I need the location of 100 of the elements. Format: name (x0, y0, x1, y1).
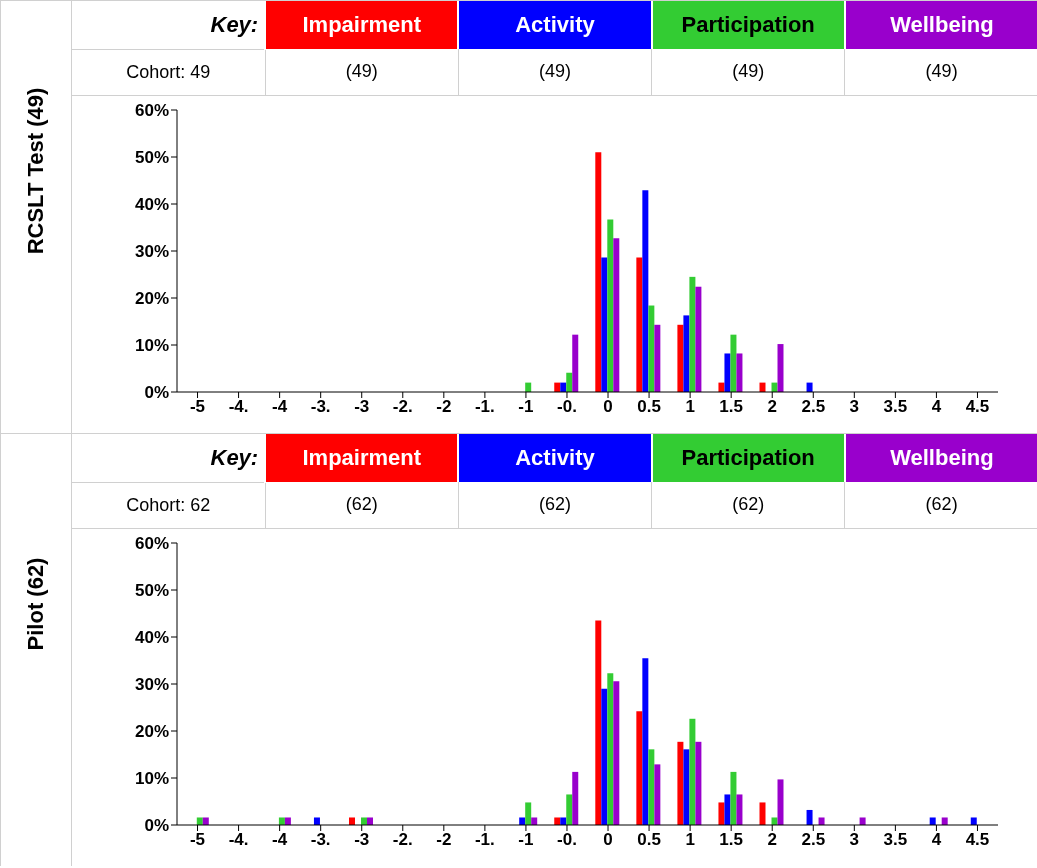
bar (595, 620, 602, 825)
text: (49) (844, 49, 1037, 95)
x-tick-label: 1 (685, 829, 695, 849)
x-tick-label: 3.5 (883, 396, 908, 416)
y-tick-label: 0% (144, 382, 169, 402)
text: (49) (651, 49, 845, 95)
bar (554, 816, 561, 825)
y-tick-label: 50% (134, 580, 169, 600)
bar (278, 816, 285, 825)
x-tick-label: -2 (436, 396, 452, 416)
bar (560, 816, 567, 825)
x-tick-label: -4 (272, 396, 288, 416)
x-tick-label: -0. (557, 396, 577, 416)
bar (695, 286, 702, 392)
bar (572, 771, 579, 825)
bar (607, 219, 614, 392)
y-tick-label: 30% (134, 241, 169, 261)
bar (525, 801, 532, 825)
bar (636, 710, 643, 825)
bar (601, 257, 608, 392)
y-tick-label: 30% (134, 674, 169, 694)
x-tick-label: 2.5 (801, 396, 826, 416)
x-tick-label: 4.5 (965, 396, 990, 416)
x-tick-label: 2 (767, 396, 777, 416)
bar (566, 793, 573, 825)
bar (595, 151, 602, 392)
y-tick-label: 40% (134, 627, 169, 647)
bar (572, 334, 579, 392)
x-tick-label: 4 (931, 396, 942, 416)
text: Cohort: 49 (72, 49, 266, 95)
bar (648, 305, 655, 392)
text: (49) (265, 49, 459, 95)
x-tick-label: 4.5 (965, 829, 990, 849)
bar (724, 352, 731, 392)
bar (689, 718, 696, 825)
x-tick-label: -4 (272, 829, 288, 849)
x-tick-label: -1 (518, 829, 534, 849)
bar (613, 680, 620, 825)
text: Impairment (265, 1, 459, 49)
bar (361, 816, 367, 825)
text: (62) (844, 482, 1037, 528)
x-tick-label: 1 (685, 396, 695, 416)
text: (62) (651, 482, 845, 528)
bar (654, 324, 661, 392)
text: Impairment (265, 434, 459, 482)
bar (601, 688, 608, 825)
x-tick-label: 0 (603, 829, 613, 849)
x-tick-label: 1.5 (719, 396, 743, 416)
bar (642, 657, 649, 825)
bar (642, 189, 649, 392)
y-tick-label: 60% (134, 100, 169, 120)
x-tick-label: -3. (310, 396, 331, 416)
text: Wellbeing (844, 1, 1037, 49)
x-tick-label: -1. (474, 829, 495, 849)
text: Wellbeing (844, 434, 1037, 482)
text: (62) (265, 482, 459, 528)
bar (777, 778, 784, 825)
bar (730, 771, 737, 825)
x-tick-label: 4 (931, 829, 942, 849)
y-tick-label: 60% (134, 533, 169, 553)
bar (683, 314, 690, 392)
bar (736, 352, 743, 392)
text: Activity (458, 434, 652, 482)
bar (196, 816, 203, 825)
x-tick-label: -1. (474, 396, 495, 416)
bar (736, 793, 743, 825)
text: Activity (458, 1, 652, 49)
bar (859, 816, 866, 825)
text: Cohort: 62 (72, 482, 266, 528)
bar (689, 276, 696, 392)
text: Participation (651, 1, 845, 49)
bar (284, 816, 291, 825)
y-tick-label: 20% (134, 288, 169, 308)
x-tick-label: -2. (392, 396, 413, 416)
bar (929, 816, 936, 825)
bar (519, 816, 526, 825)
bar (759, 801, 766, 825)
x-tick-label: -0. (557, 829, 577, 849)
bar (941, 816, 948, 825)
bar (349, 816, 355, 825)
y-tick-label: 10% (134, 335, 169, 355)
bar (654, 763, 661, 825)
x-tick-label: 3.5 (883, 829, 908, 849)
x-tick-label: -3. (310, 829, 331, 849)
x-tick-label: -2. (392, 829, 413, 849)
x-tick-label: -5 (189, 396, 206, 416)
bar (648, 748, 655, 825)
bar (636, 257, 643, 392)
legend-title: Key: (72, 1, 266, 49)
bar (683, 748, 690, 825)
y-tick-label: 40% (134, 194, 169, 214)
text: (49) (458, 49, 652, 95)
x-tick-label: 2 (767, 829, 777, 849)
x-tick-label: 0.5 (637, 396, 661, 416)
bar (566, 372, 573, 392)
bar (970, 816, 977, 825)
x-tick-label: -3 (354, 396, 370, 416)
bar (613, 237, 620, 392)
bar (724, 793, 731, 825)
bar (771, 816, 778, 825)
